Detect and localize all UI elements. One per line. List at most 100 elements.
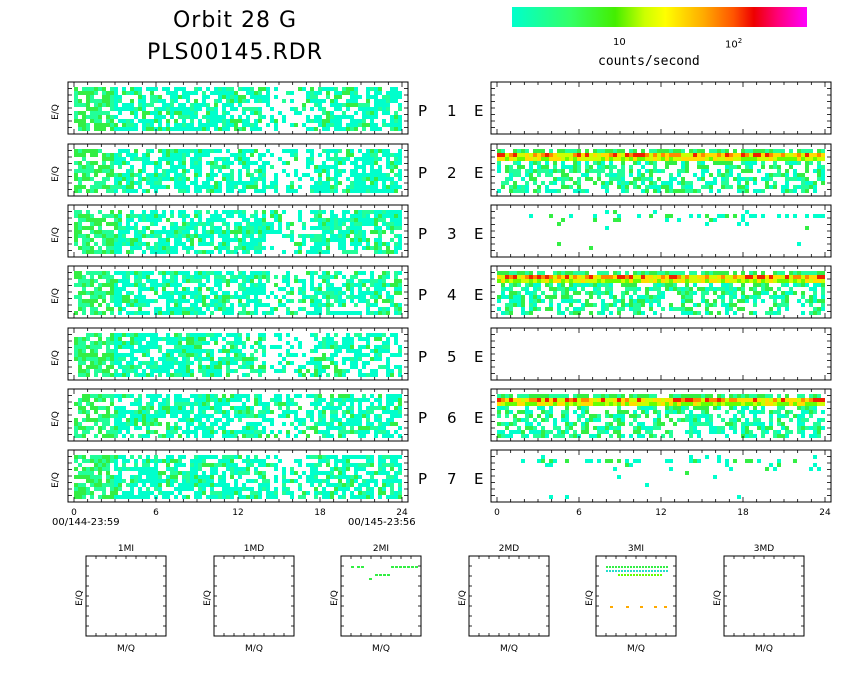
spectrogram-cell bbox=[350, 398, 354, 402]
spectrogram-cell bbox=[118, 246, 122, 250]
spectrogram-cell bbox=[350, 365, 354, 369]
spectrogram-cell bbox=[338, 119, 342, 123]
spectrogram-cell bbox=[130, 91, 134, 95]
spectrogram-cell bbox=[398, 271, 402, 275]
spectrogram-cell bbox=[98, 226, 102, 230]
spectrogram-cell bbox=[186, 426, 190, 430]
spectrogram-cell bbox=[314, 226, 318, 230]
spectrogram-cell bbox=[210, 491, 214, 495]
spectrogram-cell bbox=[162, 459, 166, 463]
spectrogram-cell bbox=[394, 275, 398, 279]
spectrogram-cell bbox=[274, 455, 278, 459]
spectrogram-cell bbox=[162, 361, 166, 365]
spectrogram-cell bbox=[382, 426, 386, 430]
spectrogram-cell bbox=[154, 365, 158, 369]
spectrogram-cell bbox=[114, 234, 118, 238]
spectrogram-cell bbox=[118, 99, 122, 103]
spectrogram-cell bbox=[346, 218, 350, 222]
spectrogram-cell bbox=[110, 483, 114, 487]
spectrogram-cell bbox=[182, 487, 186, 491]
spectrogram-cell bbox=[326, 242, 330, 246]
spectrogram-cell bbox=[106, 234, 110, 238]
spectrogram-cell bbox=[82, 157, 86, 161]
spectrogram-cell bbox=[198, 250, 202, 254]
spectrogram-cell bbox=[202, 275, 206, 279]
spectrogram-cell bbox=[394, 495, 398, 499]
spectrogram-cell bbox=[246, 230, 250, 234]
spectrogram-cell bbox=[286, 222, 290, 226]
spectrogram-cell bbox=[346, 394, 350, 398]
panel-label-n-4: 4 bbox=[447, 286, 457, 304]
spectrogram-cell bbox=[342, 230, 346, 234]
spectrogram-cell bbox=[150, 279, 154, 283]
spectrogram-cell bbox=[218, 426, 222, 430]
spectrogram-cell bbox=[166, 402, 170, 406]
spectrogram-cell bbox=[134, 311, 138, 315]
spectrogram-cell bbox=[230, 307, 234, 311]
spectrogram-cell bbox=[150, 373, 154, 377]
spectrogram-cell bbox=[246, 242, 250, 246]
spectrogram-cell bbox=[90, 238, 94, 242]
spectrogram-cell bbox=[294, 279, 298, 283]
spectrogram-cell bbox=[274, 87, 278, 91]
spectrogram-cell bbox=[310, 283, 314, 287]
spectrogram-cell bbox=[242, 471, 246, 475]
spectrogram-cell bbox=[182, 353, 186, 357]
spectrogram-cell bbox=[114, 459, 118, 463]
spectrogram-cell bbox=[94, 311, 98, 315]
spectrogram-cell bbox=[374, 471, 378, 475]
spectrogram-cell bbox=[290, 471, 294, 475]
spectrogram-cell bbox=[158, 119, 162, 123]
spectrogram-cell bbox=[597, 153, 601, 157]
spectrogram-cell bbox=[262, 181, 266, 185]
spectrogram-cell bbox=[130, 103, 134, 107]
spectrogram-cell bbox=[394, 165, 398, 169]
spectrogram-cell bbox=[122, 103, 126, 107]
spectrogram-cell bbox=[386, 222, 390, 226]
spectrogram-cell bbox=[330, 426, 334, 430]
spectrogram-cell bbox=[250, 185, 254, 189]
spectrogram-cell bbox=[246, 430, 250, 434]
spectrogram-cell bbox=[278, 414, 282, 418]
spectrogram-cell bbox=[102, 250, 106, 254]
spectrogram-cell bbox=[114, 115, 118, 119]
spectrogram-cell bbox=[370, 349, 374, 353]
spectrogram-cell bbox=[326, 95, 330, 99]
spectrogram-cell bbox=[374, 123, 378, 127]
spectrogram-cell bbox=[294, 275, 298, 279]
spectrogram-cell bbox=[541, 153, 545, 157]
spectrogram-cell bbox=[150, 103, 154, 107]
spectrogram-cell bbox=[106, 373, 110, 377]
spectrogram-cell bbox=[190, 127, 194, 131]
spectrogram-cell bbox=[322, 422, 326, 426]
spectrogram-cell bbox=[398, 434, 402, 438]
spectrogram-cell bbox=[142, 275, 146, 279]
spectrogram-cell bbox=[126, 418, 130, 422]
spectrogram-cell bbox=[214, 422, 218, 426]
spectrogram-cell bbox=[366, 107, 370, 111]
spectrogram-cell bbox=[533, 181, 537, 185]
spectrogram-cell bbox=[86, 107, 90, 111]
spectrogram-cell bbox=[222, 402, 226, 406]
spectrogram-cell bbox=[318, 123, 322, 127]
spectrogram-cell bbox=[166, 173, 170, 177]
spectrogram-cell bbox=[597, 165, 601, 169]
spectrogram-cell bbox=[122, 434, 126, 438]
spectrogram-cell bbox=[382, 111, 386, 115]
spectrogram-cell bbox=[362, 230, 366, 234]
spectrogram-cell bbox=[382, 483, 386, 487]
spectrogram-cell bbox=[517, 189, 521, 193]
spectrogram-cell bbox=[246, 373, 250, 377]
spectrogram-cell bbox=[130, 246, 134, 250]
spectrogram-cell bbox=[102, 467, 106, 471]
spectrogram-cell bbox=[230, 467, 234, 471]
spectrogram-cell bbox=[158, 123, 162, 127]
spectrogram-cell bbox=[230, 250, 234, 254]
spectrogram-cell bbox=[226, 307, 230, 311]
spectrogram-cell bbox=[142, 107, 146, 111]
spectrogram-cell bbox=[246, 181, 250, 185]
spectrogram-cell bbox=[158, 238, 162, 242]
spectrogram-cell bbox=[126, 430, 130, 434]
spectrogram-cell bbox=[246, 226, 250, 230]
